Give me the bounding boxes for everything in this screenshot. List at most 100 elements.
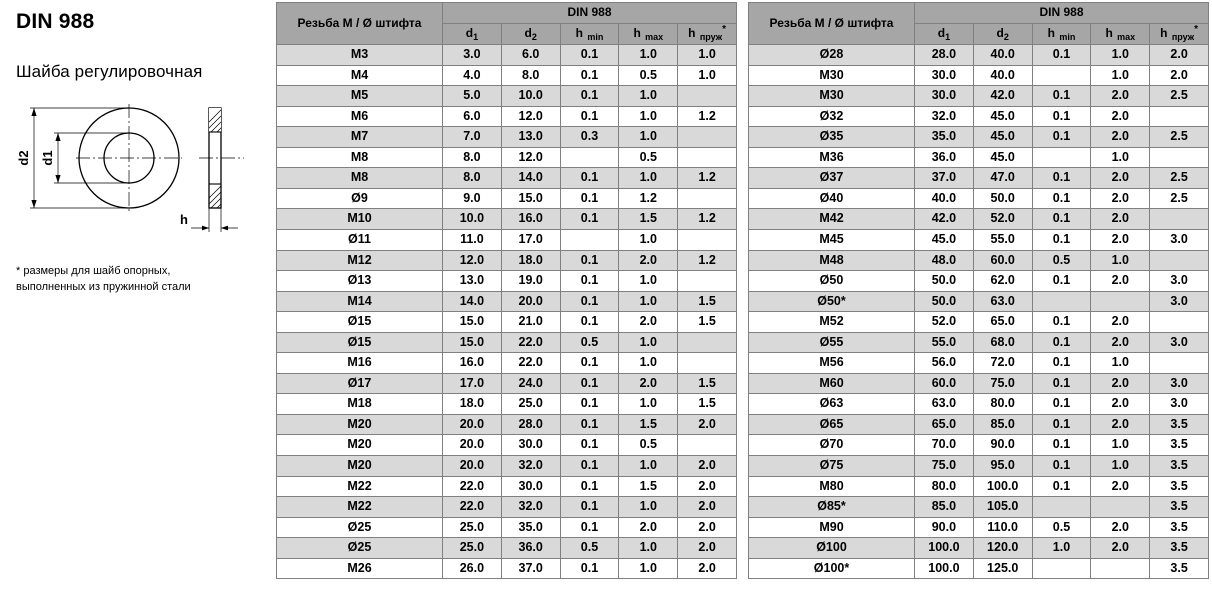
cell-value: 90.0	[972, 434, 1033, 457]
cell-value: 2.0	[1090, 105, 1151, 128]
table-row: Ø50 50.0 62.0 0.1 2.0 3.0	[748, 270, 1210, 292]
cell-thread-size: M26	[276, 557, 443, 580]
cell-value: 3.5	[1149, 557, 1210, 580]
table-row: M20 20.0 32.0 0.1 1.0 2.0	[276, 455, 738, 477]
cell-value	[677, 126, 738, 148]
cell-thread-size: M18	[276, 393, 443, 415]
cell-value	[1149, 311, 1210, 333]
cell-value: 3.0	[1149, 229, 1210, 251]
cell-value: 13.0	[442, 270, 502, 292]
cell-value: 3.5	[1149, 455, 1210, 477]
cell-value: 36.0	[500, 537, 561, 559]
cell-thread-size: M20	[276, 434, 443, 457]
table-body-right: Ø28 28.0 40.0 0.1 1.0 2.0 M30 30.0 40.0 1.0 2.0 M30…	[748, 44, 1210, 580]
cell-value: 100.0	[914, 557, 974, 580]
cell-thread-size: Ø25	[276, 537, 443, 559]
cell-value: 2.0	[677, 496, 738, 518]
table-row: M10 10.0 16.0 0.1 1.5 1.2	[276, 208, 738, 231]
cell-value: 2.5	[1149, 187, 1210, 210]
cell-thread-size: Ø100	[748, 537, 915, 559]
cell-value: 13.0	[500, 126, 561, 148]
cell-value	[1031, 64, 1092, 87]
cell-value: 3.5	[1149, 434, 1210, 457]
cell-value: 17.0	[442, 372, 502, 395]
cell-value: 45.0	[972, 105, 1033, 128]
cell-thread-size: Ø50	[748, 270, 915, 292]
footnote: * размеры для шайб опорных, выполненных …	[16, 264, 266, 296]
cell-thread-size: M80	[748, 475, 915, 498]
table-row: Ø40 40.0 50.0 0.1 2.0 2.5	[748, 187, 1210, 210]
column-header-d2: d2	[972, 22, 1033, 46]
cell-value: 20.0	[500, 290, 561, 313]
table-row: Ø75 75.0 95.0 0.1 1.0 3.5	[748, 455, 1210, 477]
cell-value	[1031, 290, 1092, 313]
cell-value: 3.0	[442, 44, 502, 66]
cell-value: 40.0	[914, 187, 974, 210]
cell-thread-size: Ø32	[748, 105, 915, 128]
cell-value: 0.5	[618, 146, 679, 169]
cell-value	[677, 85, 738, 107]
cell-value: 52.0	[914, 311, 974, 333]
cell-value	[1149, 146, 1210, 169]
cell-value: 3.5	[1149, 537, 1210, 559]
column-header-d1: d1	[914, 22, 974, 46]
cell-value: 1.2	[677, 105, 738, 128]
table-row: Ø85* 85.0 105.0 3.5	[748, 496, 1210, 518]
table-row: Ø17 17.0 24.0 0.1 2.0 1.5	[276, 372, 738, 395]
table-row: M90 90.0 110.0 0.5 2.0 3.5	[748, 516, 1210, 539]
table-row: M36 36.0 45.0 1.0	[748, 146, 1210, 169]
cell-value: 0.1	[1031, 455, 1092, 477]
cell-value	[677, 434, 738, 457]
table-row: M7 7.0 13.0 0.3 1.0	[276, 126, 738, 148]
cell-value: 2.0	[677, 557, 738, 580]
cell-value: 0.1	[559, 187, 620, 210]
cell-value: 37.0	[914, 167, 974, 189]
table-row: M6 6.0 12.0 0.1 1.0 1.2	[276, 105, 738, 128]
cell-value: 2.5	[1149, 85, 1210, 107]
cell-thread-size: M45	[748, 229, 915, 251]
cell-value: 3.5	[1149, 413, 1210, 436]
cell-thread-size: M52	[748, 311, 915, 333]
cell-value: 36.0	[914, 146, 974, 169]
cell-value: 2.0	[618, 249, 679, 272]
cell-thread-size: M22	[276, 496, 443, 518]
cell-value: 0.1	[1031, 352, 1092, 374]
cell-value: 28.0	[500, 413, 561, 436]
cell-value: 1.0	[1090, 64, 1151, 87]
cell-value: 3.5	[1149, 516, 1210, 539]
cell-value: 0.1	[559, 249, 620, 272]
cell-value: 0.1	[1031, 331, 1092, 354]
cell-value: 2.0	[1090, 372, 1151, 395]
cell-value: 0.5	[1031, 516, 1092, 539]
cell-thread-size: M7	[276, 126, 443, 148]
table-row: Ø55 55.0 68.0 0.1 2.0 3.0	[748, 331, 1210, 354]
table-header-left: Резьба M / Ø штифта DIN 988 d1 d2 h min …	[276, 1, 738, 46]
cell-value: 0.1	[559, 290, 620, 313]
cell-value: 0.1	[559, 44, 620, 66]
cell-value: 30.0	[914, 64, 974, 87]
cell-thread-size: M30	[748, 64, 915, 87]
cell-thread-size: Ø37	[748, 167, 915, 189]
table-row: Ø65 65.0 85.0 0.1 2.0 3.5	[748, 413, 1210, 436]
cell-value: 47.0	[972, 167, 1033, 189]
cell-value: 28.0	[914, 44, 974, 66]
cell-value: 40.0	[972, 44, 1033, 66]
cell-value: 48.0	[914, 249, 974, 272]
table-row: Ø37 37.0 47.0 0.1 2.0 2.5	[748, 167, 1210, 189]
table-row: M30 30.0 40.0 1.0 2.0	[748, 64, 1210, 87]
d1-arrow-top	[55, 133, 61, 141]
cell-value: 3.5	[1149, 496, 1210, 518]
cell-thread-size: Ø15	[276, 311, 443, 333]
cell-value: 0.1	[559, 270, 620, 292]
cell-thread-size: Ø70	[748, 434, 915, 457]
cell-value: 17.0	[500, 229, 561, 251]
column-header-d2: d2	[500, 22, 561, 46]
cell-thread-size: M16	[276, 352, 443, 374]
cell-value: 2.0	[1090, 331, 1151, 354]
cell-value: 15.0	[500, 187, 561, 210]
cell-value: 25.0	[500, 393, 561, 415]
cell-value: 1.0	[1031, 537, 1092, 559]
cell-value: 1.0	[618, 557, 679, 580]
cell-value: 1.0	[1090, 455, 1151, 477]
cell-value: 2.5	[1149, 167, 1210, 189]
